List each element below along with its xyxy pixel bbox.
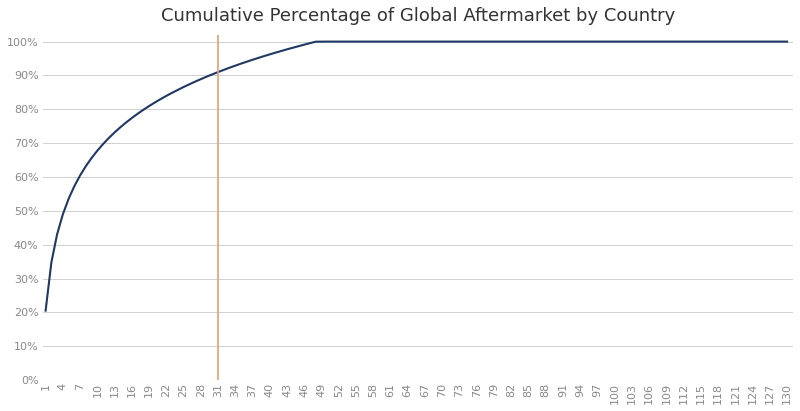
Title: Cumulative Percentage of Global Aftermarket by Country: Cumulative Percentage of Global Aftermar… [161,7,675,25]
